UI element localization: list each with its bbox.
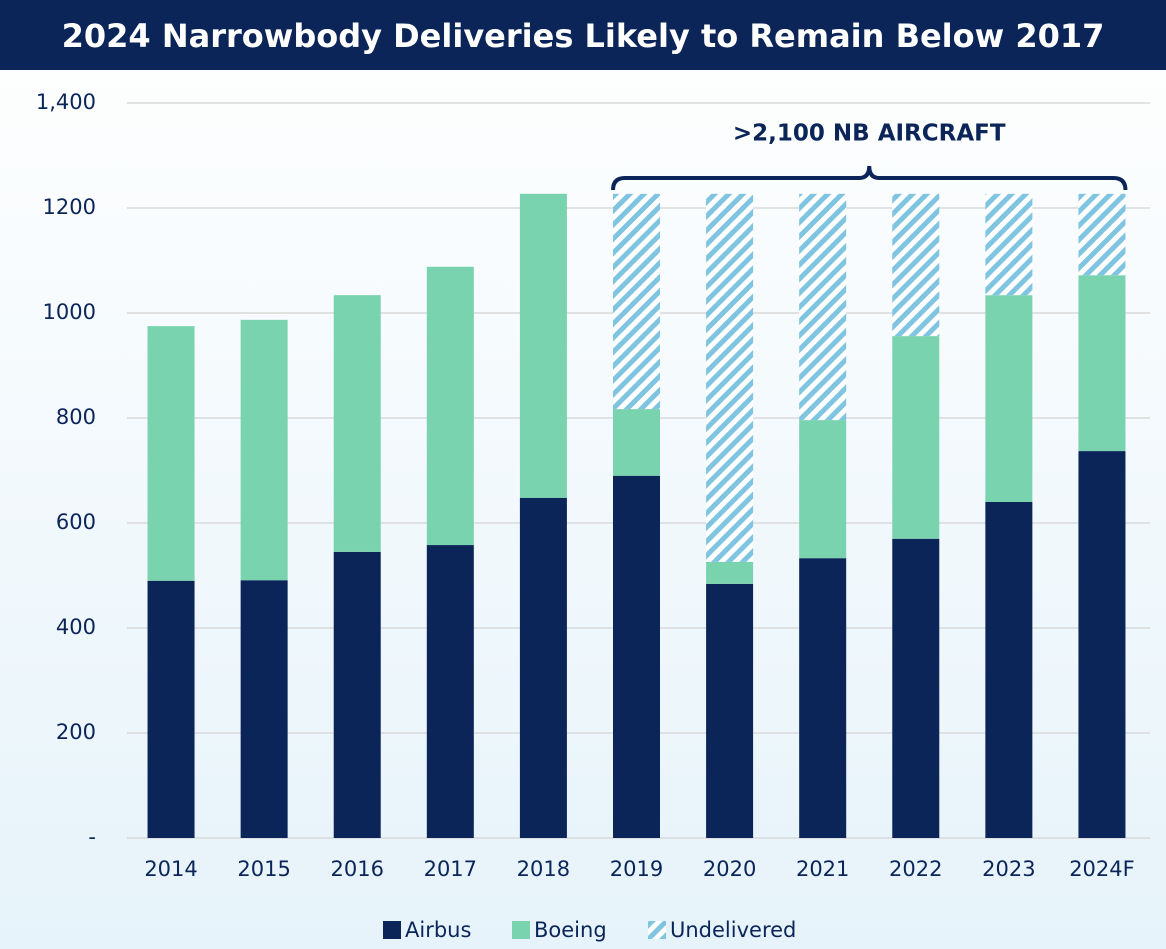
legend-swatch	[512, 921, 530, 939]
y-tick-label: 1200	[43, 195, 96, 219]
bar-segment	[706, 583, 754, 838]
legend-label: Undelivered	[670, 918, 796, 942]
x-tick-label: 2019	[610, 857, 663, 881]
bar-segment	[799, 558, 847, 838]
bar-segment	[613, 409, 660, 476]
bar-segment	[799, 193, 847, 421]
bar-segment	[519, 497, 567, 838]
x-tick-label: 2014	[144, 857, 197, 881]
y-tick-label: -	[88, 825, 96, 849]
bar-segment	[1078, 193, 1126, 276]
x-tick-label: 2024F	[1069, 857, 1135, 881]
y-tick-label: 1,400	[36, 90, 96, 114]
bar-segment	[240, 319, 288, 581]
bar-segment	[613, 193, 660, 410]
bar-segment	[799, 420, 847, 559]
bar-segment	[985, 193, 1033, 296]
bar-segment	[892, 538, 940, 838]
bar-segment	[1078, 275, 1126, 452]
y-tick-label: 1000	[43, 300, 96, 324]
bar-segment	[613, 475, 660, 838]
legend-label: Airbus	[405, 918, 471, 942]
bar-segment	[426, 266, 474, 546]
bar-segment	[426, 545, 474, 838]
x-tick-label: 2022	[889, 857, 942, 881]
x-tick-label: 2017	[424, 857, 477, 881]
title-banner	[0, 0, 1166, 70]
x-tick-label: 2020	[703, 857, 756, 881]
y-tick-label: 800	[56, 405, 96, 429]
bar-segment	[985, 295, 1033, 502]
bar-segment	[985, 502, 1033, 838]
bar-segment	[892, 336, 940, 539]
bar-segment	[147, 326, 195, 581]
y-tick-label: 400	[56, 615, 96, 639]
y-tick-label: 600	[56, 510, 96, 534]
chart-title: 2024 Narrowbody Deliveries Likely to Rem…	[62, 17, 1105, 55]
bar-segment	[519, 193, 567, 498]
bar-segment	[706, 193, 754, 562]
annotation: >2,100 NB AIRCRAFT	[733, 121, 1006, 147]
legend-swatch	[648, 921, 666, 939]
x-tick-label: 2023	[982, 857, 1035, 881]
x-tick-label: 2021	[796, 857, 849, 881]
bar-segment	[706, 561, 754, 584]
x-tick-label: 2015	[237, 857, 290, 881]
bar-segment	[892, 193, 940, 337]
bar-segment	[147, 580, 195, 838]
brace	[611, 165, 1128, 191]
x-tick-label: 2016	[331, 857, 384, 881]
bar-segment	[333, 551, 381, 838]
bar-segment	[240, 580, 288, 838]
x-tick-label: 2018	[517, 857, 570, 881]
legend-swatch	[383, 921, 401, 939]
legend-label: Boeing	[534, 918, 607, 942]
y-tick-label: 200	[56, 720, 96, 744]
bar-segment	[1078, 451, 1126, 838]
bar-segment	[333, 295, 381, 552]
